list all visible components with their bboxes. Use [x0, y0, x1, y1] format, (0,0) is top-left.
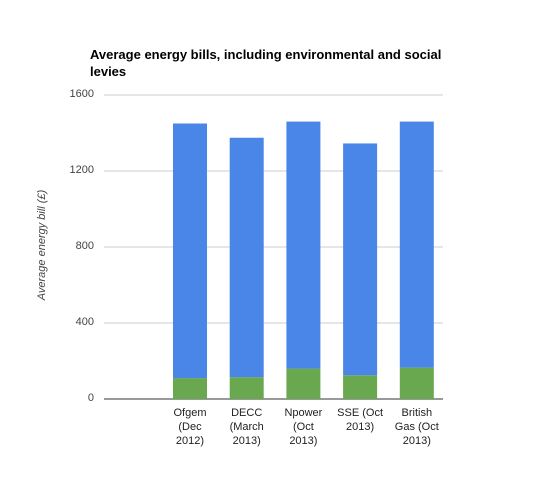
bar-segment[interactable] — [286, 121, 321, 369]
x-tick-label-line: 2013) — [346, 421, 375, 433]
x-tick-label-line: 2013) — [402, 435, 431, 447]
x-tick-label-line: (Oct — [293, 421, 314, 433]
x-tick-label-line: Npower — [284, 407, 323, 419]
x-tick-label-line: Gas (Oct — [394, 421, 439, 433]
bar-segment[interactable] — [173, 123, 207, 379]
x-tick-label: Npower (Oct 2013) — [275, 406, 331, 448]
bar-segment[interactable] — [399, 367, 434, 399]
x-tick-label: Ofgem (Dec 2012) — [162, 406, 218, 448]
y-tick-label: 400 — [75, 316, 94, 328]
x-tick-label: British Gas (Oct 2013) — [389, 406, 445, 448]
bar-segment[interactable] — [286, 368, 321, 399]
bar-segment[interactable] — [343, 375, 378, 399]
x-tick-label: DECC (March 2013) — [219, 406, 275, 448]
x-tick-label-line: 2013) — [232, 435, 261, 447]
bar-segment[interactable] — [229, 377, 264, 399]
x-tick-label-line: SSE (Oct — [337, 407, 384, 419]
y-tick-label: 1600 — [69, 88, 94, 100]
x-tick-label: SSE (Oct 2013) — [332, 406, 388, 434]
x-tick-label-line: (Dec — [178, 421, 202, 433]
y-tick-label: 800 — [75, 240, 94, 252]
x-tick-label-line: (March — [229, 421, 264, 433]
bar-segment[interactable] — [399, 121, 434, 368]
x-tick-label-line: DECC — [231, 407, 263, 419]
y-tick-label: 0 — [87, 392, 94, 404]
bar-segment[interactable] — [229, 137, 264, 378]
bar-segment[interactable] — [343, 143, 378, 376]
x-tick-label-line: 2012) — [175, 435, 205, 447]
x-tick-label-line: British — [401, 407, 433, 419]
chart-title: Average energy bills, including environm… — [90, 47, 442, 79]
bar-segment[interactable] — [173, 378, 207, 399]
x-tick-label-line: 2013) — [289, 435, 318, 447]
y-tick-label: 1200 — [69, 164, 94, 176]
x-tick-label-line: Ofgem — [173, 407, 207, 419]
